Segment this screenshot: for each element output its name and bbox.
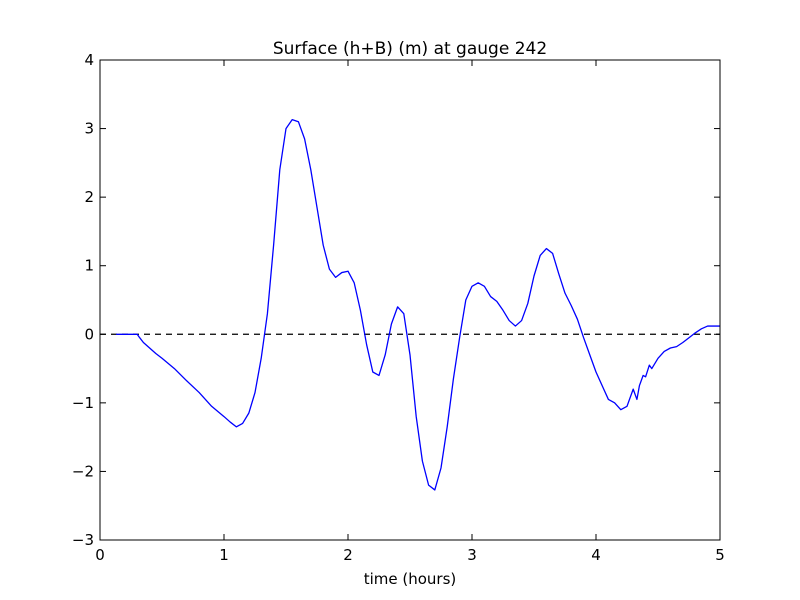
x-tick-label-1: 1 bbox=[219, 546, 229, 564]
x-tick-label-3: 3 bbox=[467, 546, 477, 564]
x-tick-label-5: 5 bbox=[715, 546, 725, 564]
x-tick-label-2: 2 bbox=[343, 546, 353, 564]
x-tick-label-0: 0 bbox=[95, 546, 105, 564]
y-tick-label-4: 1 bbox=[84, 257, 94, 275]
x-axis-label: time (hours) bbox=[364, 570, 457, 588]
series-layer bbox=[116, 119, 720, 491]
y-tick-label-2: −1 bbox=[72, 394, 94, 412]
chart-title: Surface (h+B) (m) at gauge 242 bbox=[273, 39, 547, 59]
plot-area-background bbox=[100, 60, 720, 540]
y-tick-label-3: 0 bbox=[84, 325, 94, 343]
y-tick-label-6: 3 bbox=[84, 120, 94, 138]
x-tick-label-4: 4 bbox=[591, 546, 601, 564]
series-line-0 bbox=[116, 119, 720, 491]
tick-layer: 0 1 2 3 4 5 −3 −2 −1 0 1 2 3 4 bbox=[72, 51, 725, 564]
y-tick-label-1: −2 bbox=[72, 462, 94, 480]
y-tick-label-5: 2 bbox=[84, 188, 94, 206]
y-tick-label-7: 4 bbox=[84, 51, 94, 69]
plot-frame bbox=[99, 59, 721, 541]
y-tick-label-0: −3 bbox=[72, 531, 94, 549]
